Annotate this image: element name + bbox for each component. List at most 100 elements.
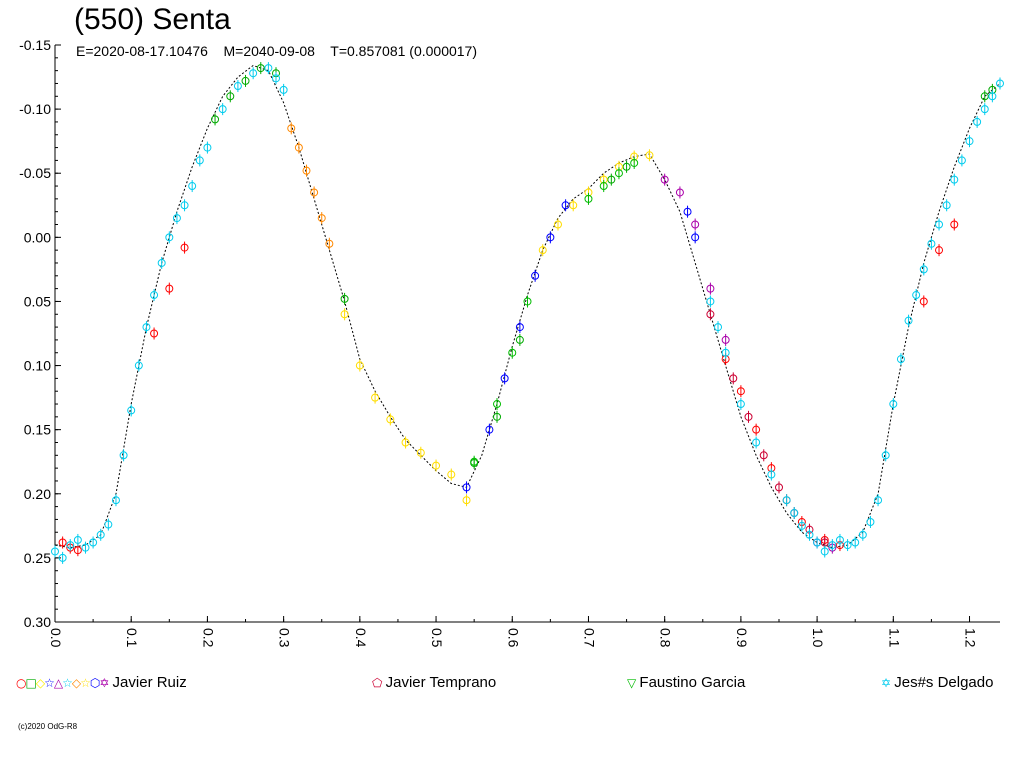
data-point (980, 90, 989, 103)
point-marker (980, 105, 989, 114)
x-tick-label: 0.0 (48, 628, 64, 648)
point-marker (81, 543, 90, 552)
data-point (843, 539, 852, 552)
data-point (721, 346, 730, 359)
point-marker (233, 82, 242, 91)
y-tick-label: 0.05 (24, 293, 51, 309)
data-point (119, 449, 128, 462)
data-point (881, 449, 890, 462)
y-tick-label: 0.20 (24, 486, 51, 502)
point-marker (386, 415, 395, 424)
legend-symbol: ✡ (99, 676, 109, 690)
chart-axes: -0.15 -0.10 -0.05 0.00 0.05 0.10 0.15 0.20 0.25 0… (19, 37, 1000, 648)
legend-symbol: ☆ (44, 676, 55, 690)
point-marker (797, 521, 806, 530)
point-marker (607, 175, 616, 184)
data-point (988, 90, 997, 103)
data-point (462, 481, 471, 494)
data-point (340, 292, 349, 305)
point-marker (127, 406, 136, 415)
x-tick-label: 0.4 (353, 628, 369, 648)
point-marker (896, 355, 905, 364)
x-tick-label: 0.1 (124, 628, 140, 648)
data-point (73, 544, 82, 557)
point-marker (721, 348, 730, 357)
point-marker (96, 530, 105, 539)
point-marker (691, 233, 700, 242)
legend-symbol: ◇ (71, 676, 81, 690)
point-marker (150, 291, 159, 300)
data-point (942, 199, 951, 212)
point-marker (675, 188, 684, 197)
x-tick-label: 1.0 (810, 628, 826, 648)
point-marker (706, 284, 715, 293)
point-marker (790, 509, 799, 518)
data-point (729, 372, 738, 385)
data-point (630, 156, 639, 169)
point-marker (683, 207, 692, 216)
point-marker (851, 538, 860, 547)
data-point (782, 494, 791, 507)
data-point (515, 333, 524, 346)
point-marker (828, 541, 837, 550)
point-marker (645, 151, 654, 160)
data-point (774, 481, 783, 494)
data-point (714, 321, 723, 334)
data-point (706, 308, 715, 321)
legend-item-javier-temprano: ⬠ Javier Temprano (372, 672, 496, 694)
data-point (828, 539, 837, 552)
data-point (249, 67, 258, 80)
data-point (820, 545, 829, 558)
point-marker (630, 158, 639, 167)
y-tick-label: 0.15 (24, 422, 51, 438)
data-point (691, 231, 700, 244)
data-point (51, 545, 59, 558)
point-marker (973, 117, 982, 126)
data-point (919, 295, 928, 308)
data-point (546, 231, 555, 244)
data-point (150, 289, 159, 302)
data-point (645, 149, 654, 162)
point-marker (58, 553, 67, 562)
data-point (58, 551, 67, 564)
data-point (279, 83, 288, 96)
data-point (675, 186, 684, 199)
x-tick-label: 0.2 (200, 628, 216, 648)
data-point (858, 528, 867, 541)
data-point (195, 154, 204, 167)
data-point (561, 199, 570, 212)
point-marker (447, 470, 456, 479)
point-marker (119, 451, 128, 460)
y-tick-label: -0.15 (19, 37, 51, 53)
data-point (797, 519, 806, 532)
data-point (188, 180, 197, 193)
point-marker (241, 76, 250, 85)
point-marker (752, 438, 761, 447)
point-marker (957, 156, 966, 165)
point-marker (310, 188, 319, 197)
point-marker (515, 323, 524, 332)
data-point (515, 321, 524, 334)
point-marker (165, 233, 174, 242)
data-point (211, 113, 220, 126)
x-tick-label: 0.8 (658, 628, 674, 648)
point-marker (416, 448, 425, 457)
point-marker (988, 92, 997, 101)
data-point (683, 205, 692, 218)
point-marker (774, 483, 783, 492)
legend-symbol: ◇ (35, 676, 45, 690)
legend-symbols-icon: ○□◇☆△☆◇☆⬡✡ (16, 676, 109, 690)
data-point (980, 103, 989, 116)
legend-item-jes-s-delgado: ✡ Jes#s Delgado (881, 672, 993, 694)
legend-symbol: ⬡ (89, 676, 101, 690)
point-marker (874, 496, 883, 505)
point-marker (744, 412, 753, 421)
data-point (386, 413, 395, 426)
legend: ○□◇☆△☆◇☆⬡✡ Javier Ruiz ⬠ Javier Temprano… (0, 672, 1024, 696)
point-marker (58, 538, 67, 547)
data-point (58, 536, 67, 549)
data-point (142, 321, 151, 334)
data-point (500, 372, 509, 385)
point-marker (996, 79, 1004, 88)
point-marker (736, 400, 745, 409)
